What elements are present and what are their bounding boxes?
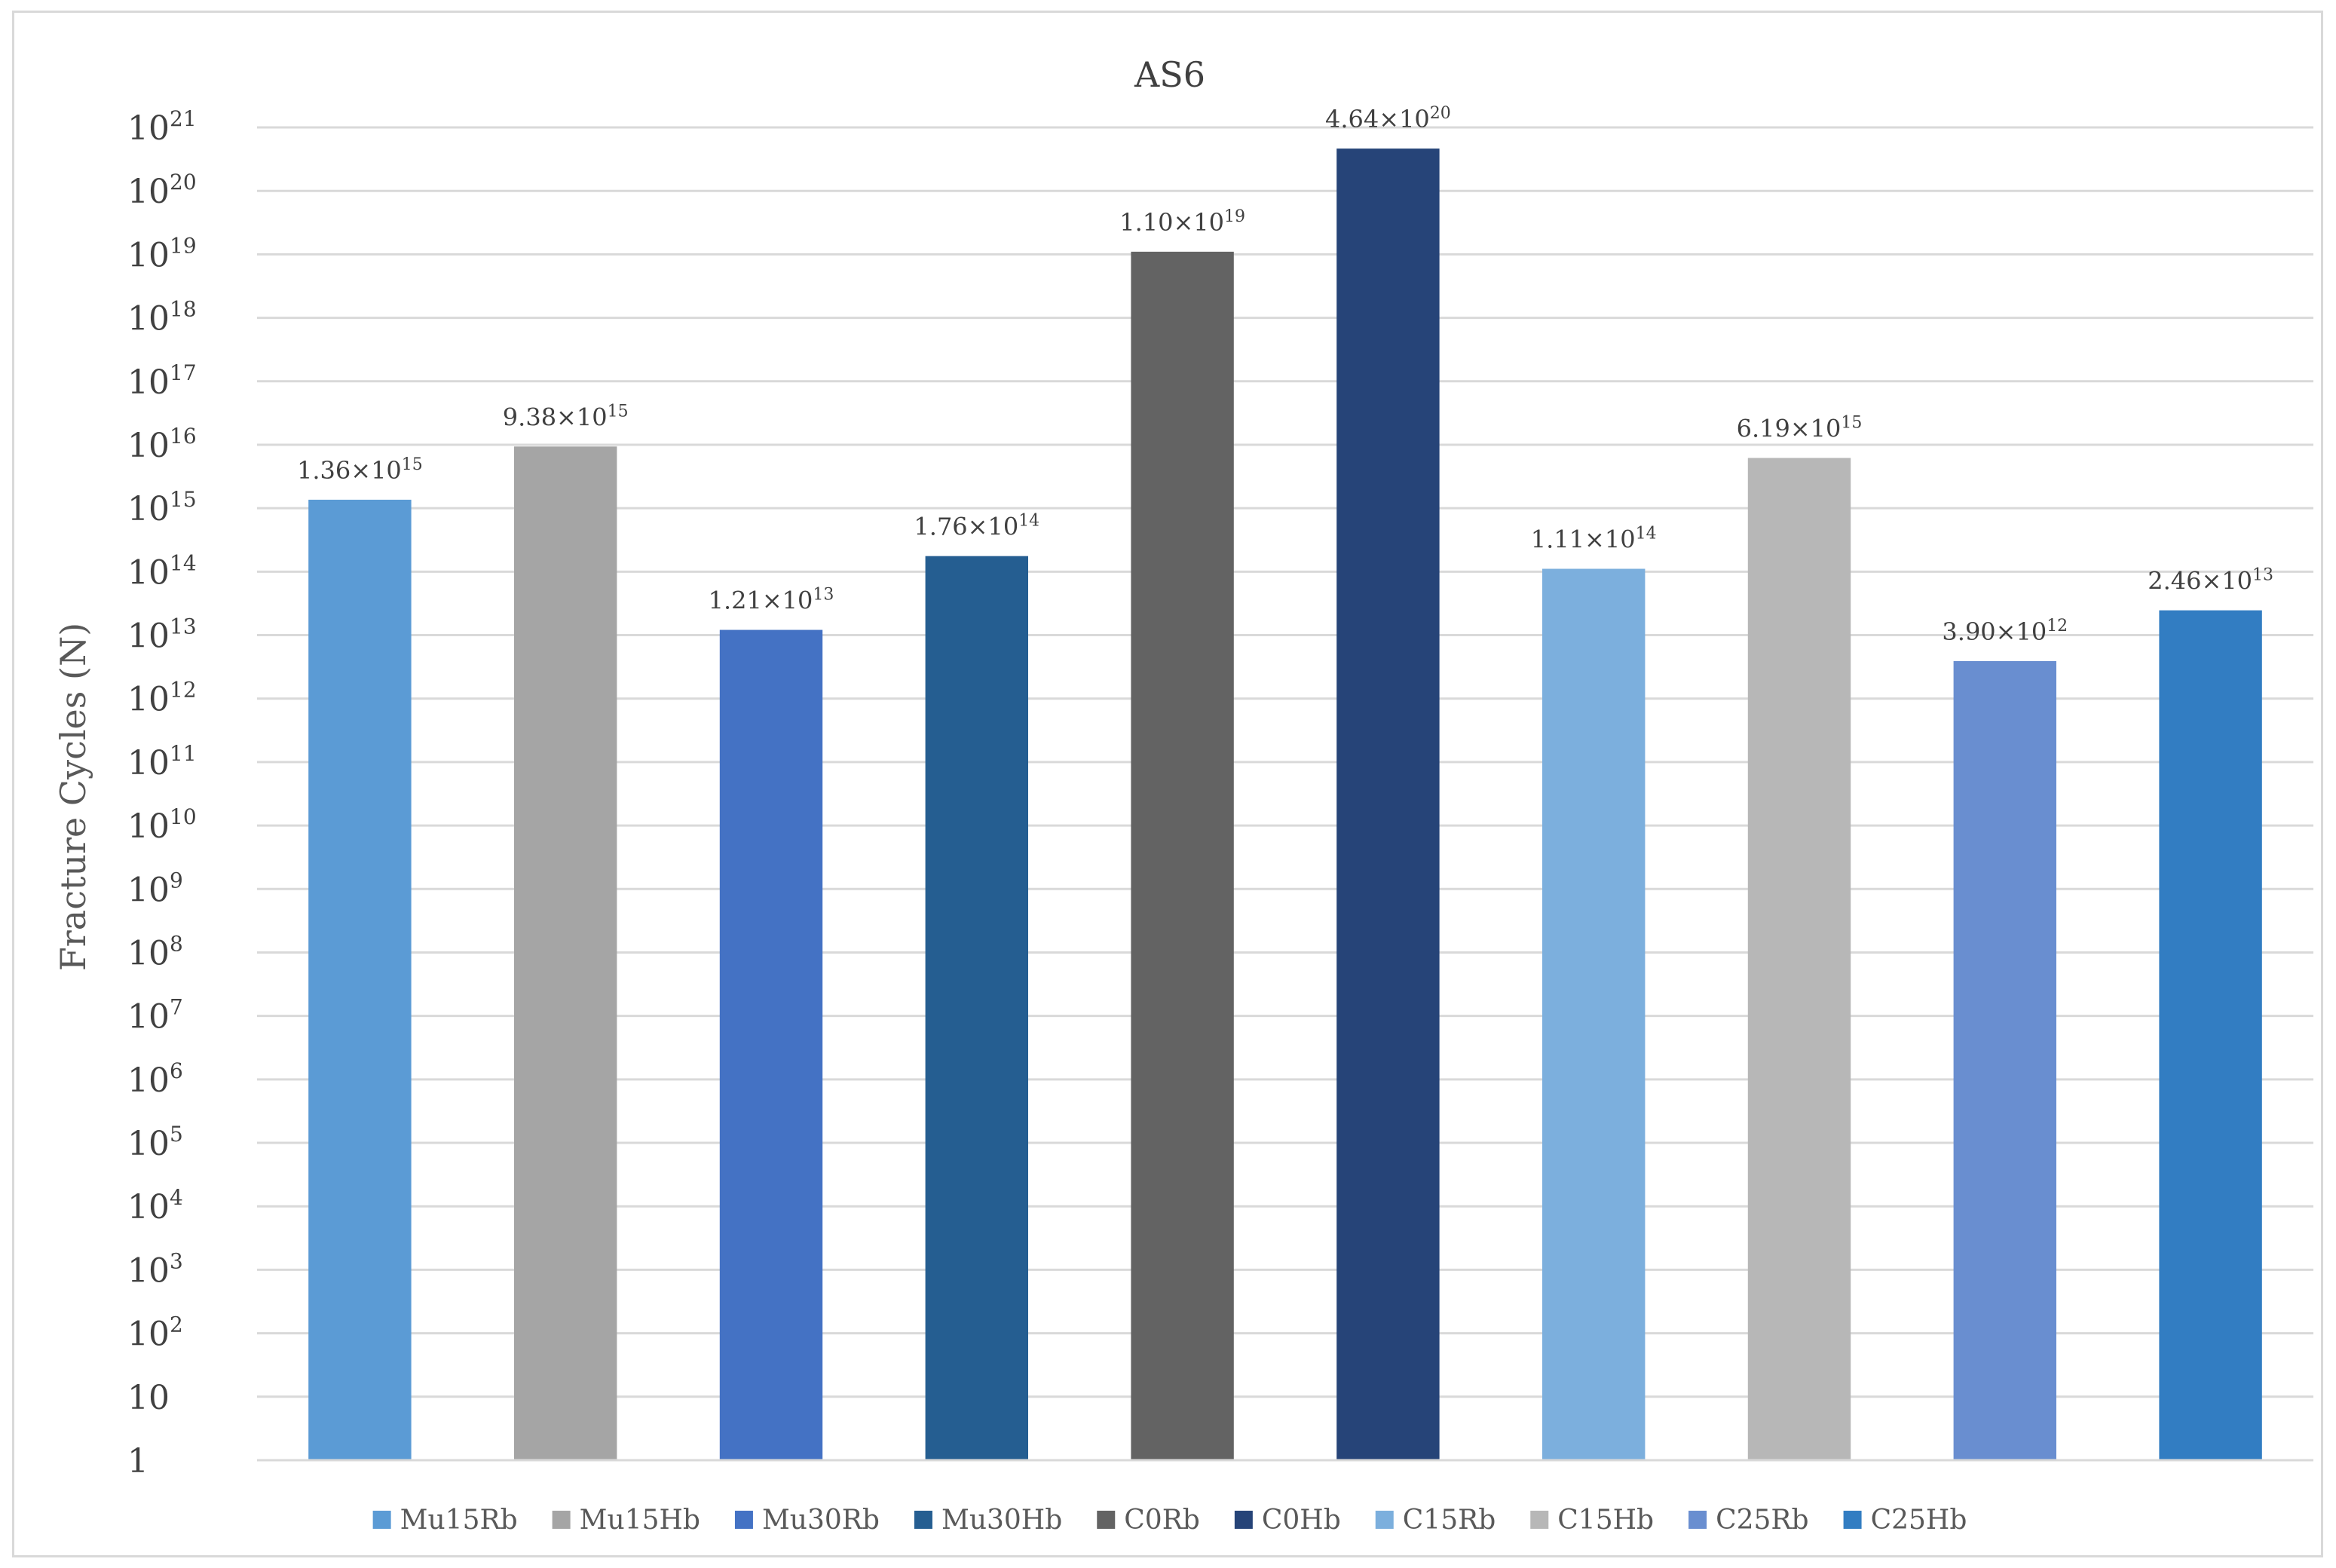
legend-swatch xyxy=(734,1511,753,1529)
y-tick-label: 1018 xyxy=(127,297,197,338)
data-label-mu15rb: 1.36×1015 xyxy=(297,455,423,485)
legend-label: Mu15Rb xyxy=(400,1505,518,1536)
legend-label: C0Hb xyxy=(1262,1505,1341,1536)
y-tick-label: 1 xyxy=(127,1442,148,1481)
y-tick-label: 1013 xyxy=(127,614,197,656)
legend-swatch xyxy=(1234,1511,1253,1529)
y-tick-label: 1015 xyxy=(127,487,197,528)
y-tick-label: 106 xyxy=(127,1058,183,1100)
legend-swatch xyxy=(1097,1511,1116,1529)
y-tick-label: 10 xyxy=(127,1379,170,1417)
legend-label: Mu30Hb xyxy=(941,1505,1062,1536)
y-tick-label: 104 xyxy=(127,1185,183,1227)
bar-c0rb xyxy=(1131,251,1234,1460)
y-tick-label: 105 xyxy=(127,1122,183,1163)
chart-frame: 1 10 102 103 104 105 106 107 108 109 1010 1011 1012 1… xyxy=(12,11,2323,1557)
legend: Mu15Rb Mu15Hb Mu30Rb Mu30Hb C0Rb C0Hb C15Rb C15… xyxy=(372,1505,1967,1536)
bar-c25rb xyxy=(1953,660,2056,1460)
y-tick-label: 1017 xyxy=(127,360,197,402)
legend-swatch xyxy=(1530,1511,1549,1529)
data-label-c25rb: 3.90×1012 xyxy=(1942,617,2068,646)
legend-item-c25rb: C25Rb xyxy=(1688,1505,1809,1536)
legend-label: Mu30Rb xyxy=(762,1505,880,1536)
y-tick-label: 109 xyxy=(127,868,183,909)
legend-swatch xyxy=(1843,1511,1862,1529)
legend-item-c25hb: C25Hb xyxy=(1843,1505,1967,1536)
bar-chart: 1 10 102 103 104 105 106 107 108 109 1010 1011 1012 1… xyxy=(53,54,2313,1536)
y-axis-tick-labels: 1 10 102 103 104 105 106 107 108 109 1010 1011 1012 1… xyxy=(127,106,197,1481)
bar-c0hb xyxy=(1336,149,1440,1460)
chart-title: AS6 xyxy=(1134,54,1205,95)
y-axis-title: Fracture Cycles (N) xyxy=(53,623,93,971)
legend-item-mu30hb: Mu30Hb xyxy=(914,1505,1062,1536)
y-tick-label: 1021 xyxy=(127,106,197,148)
data-label-mu15hb: 9.38×1015 xyxy=(503,402,629,431)
y-tick-label: 1014 xyxy=(127,550,197,592)
bars xyxy=(308,149,2262,1461)
data-label-c0rb: 1.10×1019 xyxy=(1119,207,1245,237)
bar-c25hb xyxy=(2159,610,2262,1460)
legend-item-mu15rb: Mu15Rb xyxy=(372,1505,518,1536)
data-labels: 1.36×1015 9.38×1015 1.21×1013 1.76×1014 1.10… xyxy=(297,104,2273,646)
bar-c15hb xyxy=(1747,458,1851,1461)
legend-item-c15rb: C15Rb xyxy=(1375,1505,1496,1536)
legend-swatch xyxy=(1688,1511,1707,1529)
y-tick-label: 1016 xyxy=(127,424,197,465)
data-label-c25hb: 2.46×1013 xyxy=(2148,566,2273,596)
legend-label: Mu15Hb xyxy=(580,1505,700,1536)
y-tick-label: 1012 xyxy=(127,678,197,719)
y-tick-label: 103 xyxy=(127,1248,183,1290)
bar-mu15hb xyxy=(514,446,617,1460)
y-tick-label: 1011 xyxy=(127,741,197,782)
bar-mu15rb xyxy=(308,499,412,1460)
legend-item-c15hb: C15Hb xyxy=(1530,1505,1654,1536)
legend-item-mu15hb: Mu15Hb xyxy=(552,1505,700,1536)
legend-label: C25Hb xyxy=(1871,1505,1967,1536)
legend-label: C15Rb xyxy=(1403,1505,1496,1536)
y-tick-label: 107 xyxy=(127,995,183,1037)
legend-label: C0Rb xyxy=(1124,1505,1200,1536)
legend-swatch xyxy=(372,1511,391,1529)
legend-swatch xyxy=(1375,1511,1394,1529)
legend-item-c0rb: C0Rb xyxy=(1097,1505,1200,1536)
y-tick-label: 1020 xyxy=(127,170,197,211)
data-label-mu30rb: 1.21×1013 xyxy=(709,586,834,615)
data-label-mu30hb: 1.76×1014 xyxy=(914,512,1039,541)
data-label-c15rb: 1.11×1014 xyxy=(1531,525,1657,554)
legend-item-mu30rb: Mu30Rb xyxy=(734,1505,880,1536)
legend-label: C15Hb xyxy=(1557,1505,1654,1536)
bar-mu30hb xyxy=(925,556,1028,1460)
legend-swatch xyxy=(914,1511,932,1529)
bar-mu30rb xyxy=(719,629,823,1460)
legend-swatch xyxy=(552,1511,571,1529)
legend-label: C25Rb xyxy=(1716,1505,1809,1536)
y-tick-label: 102 xyxy=(127,1312,183,1354)
y-tick-label: 1010 xyxy=(127,804,197,846)
bar-c15rb xyxy=(1542,568,1646,1460)
legend-item-c0hb: C0Hb xyxy=(1234,1505,1341,1536)
y-tick-label: 108 xyxy=(127,931,183,972)
y-tick-label: 1019 xyxy=(127,233,197,274)
data-label-c0hb: 4.64×1020 xyxy=(1325,104,1451,133)
data-label-c15hb: 6.19×1015 xyxy=(1737,413,1863,443)
